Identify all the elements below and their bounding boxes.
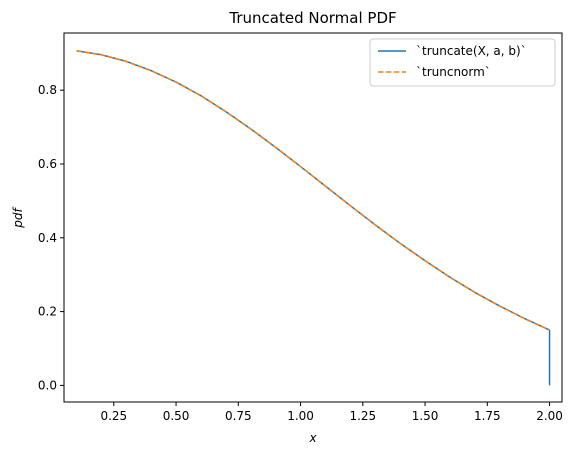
y-axis-label: pdf bbox=[11, 207, 25, 229]
series-truncnorm-line bbox=[76, 49, 550, 331]
chart-title: Truncated Normal PDF bbox=[228, 9, 396, 27]
x-axis: 0.25 0.50 0.75 1.00 1.25 1.50 1.75 2.00 bbox=[100, 402, 563, 423]
x-tick-label: 2.00 bbox=[536, 409, 563, 423]
y-tick-label: 0.0 bbox=[38, 378, 57, 392]
legend-label-truncate: `truncate(X, a, b)` bbox=[416, 44, 527, 58]
legend-label-truncnorm: `truncnorm` bbox=[416, 65, 491, 79]
plot-area bbox=[76, 49, 551, 386]
legend: `truncate(X, a, b)` `truncnorm` bbox=[369, 38, 556, 87]
x-axis-label: x bbox=[308, 431, 317, 445]
y-tick-label: 0.8 bbox=[38, 83, 57, 97]
x-tick-label: 1.50 bbox=[412, 409, 439, 423]
y-tick-label: 0.6 bbox=[38, 157, 57, 171]
x-tick-label: 0.50 bbox=[163, 409, 190, 423]
y-tick-label: 0.4 bbox=[38, 231, 57, 245]
x-tick-label: 0.75 bbox=[225, 409, 252, 423]
x-tick-label: 0.25 bbox=[100, 409, 127, 423]
x-tick-label: 1.75 bbox=[474, 409, 501, 423]
y-tick-label: 0.2 bbox=[38, 305, 57, 319]
plot-frame bbox=[63, 32, 563, 403]
y-axis: 0.0 0.2 0.4 0.6 0.8 bbox=[38, 83, 64, 392]
x-tick-label: 1.00 bbox=[287, 409, 314, 423]
series-truncate-line bbox=[76, 49, 551, 386]
legend-box bbox=[369, 38, 556, 87]
x-tick-label: 1.25 bbox=[349, 409, 376, 423]
